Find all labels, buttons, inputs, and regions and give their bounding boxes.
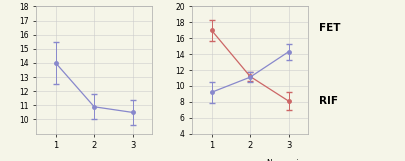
Text: FET: FET — [319, 23, 341, 33]
Text: RIF: RIF — [319, 96, 338, 106]
Text: No session: No session — [266, 159, 308, 161]
